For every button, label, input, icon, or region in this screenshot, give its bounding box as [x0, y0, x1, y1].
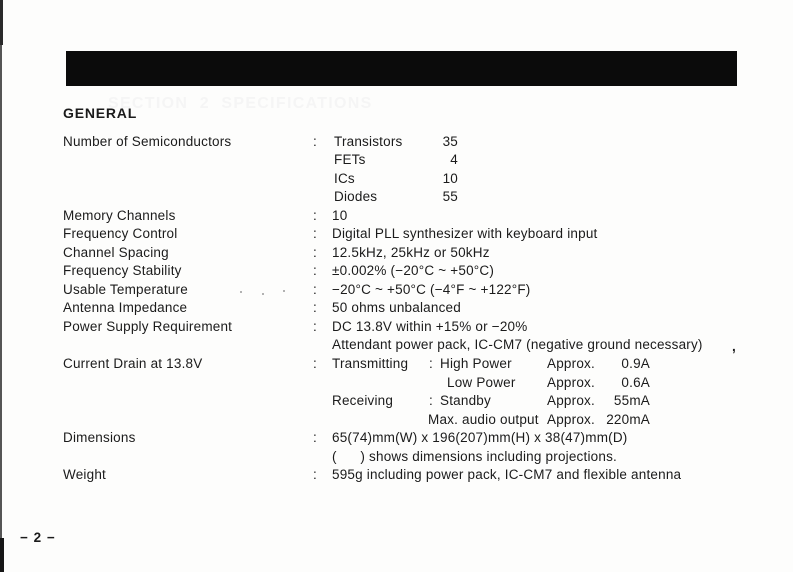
drain-approx: Approx. — [547, 393, 595, 408]
spec-value: 10 — [332, 208, 348, 223]
scan-stray-mark: , — [732, 339, 736, 354]
colon-separator: : — [313, 467, 317, 482]
scan-artifact — [262, 293, 264, 295]
dimensions-note: ( ) shows dimensions including projectio… — [332, 449, 617, 464]
semiconductor-name: ICs — [334, 171, 355, 186]
spec-value: Digital PLL synthesizer with keyboard in… — [332, 226, 598, 241]
spec-label: Frequency Control — [63, 226, 178, 241]
colon-separator: : — [313, 263, 317, 278]
drain-item: High Power — [440, 356, 512, 371]
semiconductor-name: Diodes — [334, 189, 378, 204]
semiconductor-name: FETs — [334, 152, 366, 167]
spec-row-semiconductors: FETs 4 — [0, 150, 793, 169]
spec-label: Weight — [63, 467, 106, 482]
spec-row-current-drain: Receiving : Standby Approx. 55mA — [0, 391, 793, 410]
spec-value: DC 13.8V within +15% or −20% — [332, 319, 528, 334]
general-heading: GENERAL — [63, 105, 138, 121]
drain-approx: Approx. — [547, 412, 595, 427]
scan-edge-artifact — [0, 0, 2, 572]
spec-row-semiconductors: ICs 10 — [0, 169, 793, 188]
semiconductor-count: 10 — [442, 171, 458, 186]
colon-separator: : — [313, 282, 317, 297]
drain-item: Max. audio output — [428, 412, 539, 427]
colon-separator: : — [313, 226, 317, 241]
semiconductor-count: 55 — [442, 189, 458, 204]
colon-separator: : — [313, 245, 317, 260]
semiconductor-count: 35 — [442, 134, 458, 149]
spec-row-current-drain: Max. audio output Approx. 220mA — [0, 410, 793, 429]
drain-approx: Approx. — [547, 375, 595, 390]
drain-item: Standby — [440, 393, 491, 408]
spec-row-frequency-stability: Frequency Stability : ±0.002% (−20°C ~ +… — [0, 261, 793, 280]
spec-label: Number of Semiconductors — [63, 134, 232, 149]
spec-row-current-drain: Low Power Approx. 0.6A — [0, 373, 793, 392]
semiconductor-name: Transistors — [334, 134, 403, 149]
spec-label: Current Drain at 13.8V — [63, 356, 203, 371]
spec-row-power-supply-cont: Attendant power pack, IC-CM7 (negative g… — [0, 335, 793, 354]
colon-separator: : — [429, 356, 433, 371]
drain-value: 55mA — [613, 393, 650, 408]
spec-value: ±0.002% (−20°C ~ +50°C) — [332, 263, 495, 278]
spec-row-frequency-control: Frequency Control : Digital PLL synthesi… — [0, 224, 793, 243]
colon-separator: : — [313, 356, 317, 371]
colon-separator: : — [313, 319, 317, 334]
colon-separator: : — [313, 300, 317, 315]
drain-mode: Receiving — [332, 393, 394, 408]
section-title: SECTION 2 SPECIFICATIONS — [107, 95, 373, 112]
spec-row-dimensions: Dimensions : 65(74)mm(W) x 196(207)mm(H)… — [0, 428, 793, 447]
scan-edge-artifact — [0, 0, 3, 45]
spec-row-channel-spacing: Channel Spacing : 12.5kHz, 25kHz or 50kH… — [0, 243, 793, 262]
spec-label: Channel Spacing — [63, 245, 169, 260]
spec-label: Memory Channels — [63, 208, 176, 223]
spec-row-dimensions-note: ( ) shows dimensions including projectio… — [0, 447, 793, 466]
colon-separator: : — [429, 393, 433, 408]
spec-label: Usable Temperature — [63, 282, 188, 297]
spec-row-current-drain: Current Drain at 13.8V : Transmitting : … — [0, 354, 793, 373]
spec-row-usable-temperature: Usable Temperature : −20°C ~ +50°C (−4°F… — [0, 280, 793, 299]
colon-separator: : — [313, 208, 317, 223]
page-number: − 2 − — [20, 530, 56, 545]
drain-item: Low Power — [447, 375, 516, 390]
spec-label: Power Supply Requirement — [63, 319, 233, 334]
spec-row-semiconductors: Number of Semiconductors : Transistors 3… — [0, 132, 793, 151]
spec-value: 65(74)mm(W) x 196(207)mm(H) x 38(47)mm(D… — [332, 430, 628, 445]
spec-value: 50 ohms unbalanced — [332, 300, 461, 315]
spec-row-antenna-impedance: Antenna Impedance : 50 ohms unbalanced — [0, 298, 793, 317]
spec-label: Dimensions — [63, 430, 136, 445]
spec-row-semiconductors: Diodes 55 — [0, 187, 793, 206]
colon-separator: : — [313, 430, 317, 445]
spec-label: Antenna Impedance — [63, 300, 188, 315]
spec-value-continued: Attendant power pack, IC-CM7 (negative g… — [332, 337, 703, 352]
drain-value: 0.6A — [621, 375, 650, 390]
colon-separator: : — [313, 134, 317, 149]
section-title-bar: SECTION 2 SPECIFICATIONS — [66, 51, 737, 112]
drain-approx: Approx. — [547, 356, 595, 371]
scan-artifact — [283, 290, 285, 292]
semiconductor-count: 4 — [450, 152, 458, 167]
spec-row-power-supply: Power Supply Requirement : DC 13.8V with… — [0, 317, 793, 336]
drain-value: 220mA — [606, 412, 650, 427]
drain-value: 0.9A — [621, 356, 650, 371]
drain-mode: Transmitting — [332, 356, 409, 371]
scan-edge-artifact — [0, 538, 4, 572]
scan-artifact — [240, 291, 242, 293]
spec-value: −20°C ~ +50°C (−4°F ~ +122°F) — [332, 282, 531, 297]
spec-value: 12.5kHz, 25kHz or 50kHz — [332, 245, 490, 260]
spec-row-memory-channels: Memory Channels : 10 — [0, 206, 793, 225]
spec-row-weight: Weight : 595g including power pack, IC-C… — [0, 465, 793, 484]
spec-label: Frequency Stability — [63, 263, 182, 278]
spec-value: 595g including power pack, IC-CM7 and fl… — [332, 467, 682, 482]
